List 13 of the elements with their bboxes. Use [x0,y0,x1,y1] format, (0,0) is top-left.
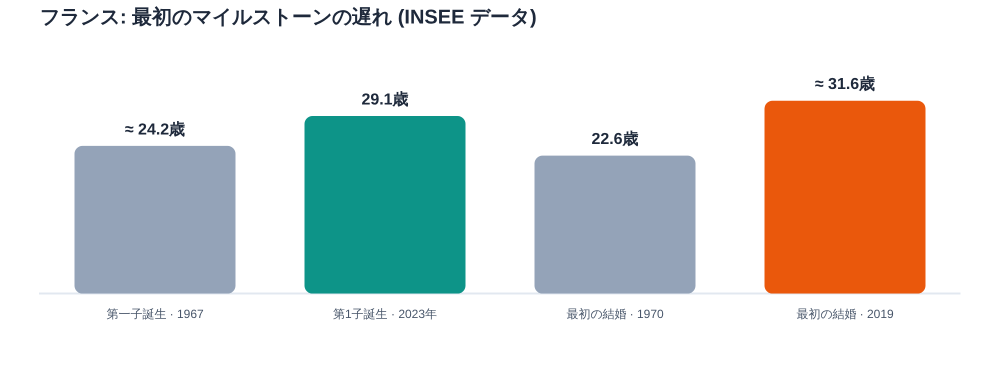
x-tick-label: 最初の結婚 · 1970 [566,307,664,322]
bar [74,146,236,294]
data-label: ≈ 31.6歳 [814,75,876,94]
bar [304,116,466,294]
bar [764,100,926,294]
x-tick-label: 第1子誕生 · 2023年 [332,307,438,322]
data-label: 22.6歳 [591,130,639,148]
data-label: ≈ 24.2歳 [124,120,186,138]
x-tick-label: 第一子誕生 · 1967 [106,307,204,322]
x-tick-label: 最初の結婚 · 2019 [796,307,894,322]
bar [534,156,696,294]
chart-title: フランス: 最初のマイルストーンの遅れ (INSEE データ) [40,6,537,29]
data-label: 29.1歳 [361,90,409,108]
